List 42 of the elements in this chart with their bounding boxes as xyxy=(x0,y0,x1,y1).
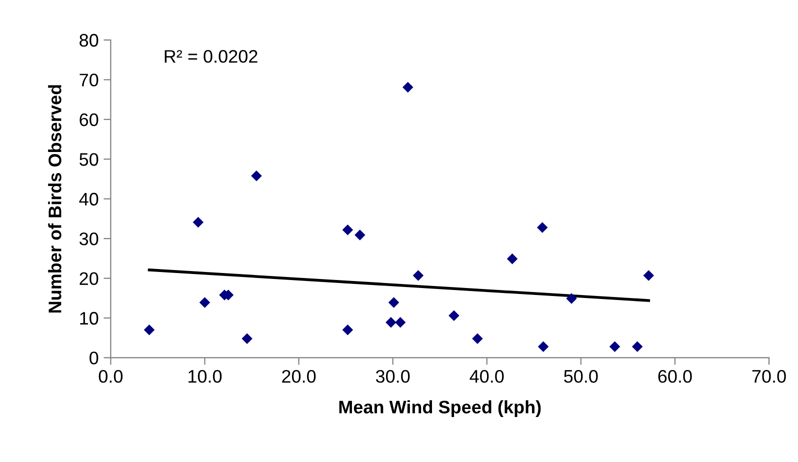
y-tick-label: 70 xyxy=(80,74,98,86)
point xyxy=(538,341,549,352)
point xyxy=(386,316,396,328)
y-axis-title: Number of Birds Observed xyxy=(48,85,62,313)
point xyxy=(388,297,400,308)
point xyxy=(251,170,262,182)
y-tick-label: 80 xyxy=(80,34,98,47)
x-tick-label: 30.0 xyxy=(376,370,410,383)
point xyxy=(192,216,204,228)
point xyxy=(412,270,424,281)
point xyxy=(402,82,414,93)
point xyxy=(472,333,483,344)
annotation: R² = 0.0202 xyxy=(164,50,258,63)
point xyxy=(609,341,620,352)
point xyxy=(354,230,366,240)
x-tick-label: 20.0 xyxy=(282,370,316,383)
y-tick-label: 60 xyxy=(80,113,98,126)
x-tick-label: 10.0 xyxy=(188,370,222,383)
x-tick-label: 60.0 xyxy=(658,370,692,383)
x-axis-title: Mean Wind Speed (kph) xyxy=(339,400,541,418)
x-tick-label: 0.0 xyxy=(98,370,123,383)
point xyxy=(144,324,155,336)
point xyxy=(632,341,643,352)
y-tick-label: 20 xyxy=(80,272,98,285)
point xyxy=(536,222,548,233)
point xyxy=(506,253,518,264)
point xyxy=(394,316,406,328)
point xyxy=(566,293,577,304)
x-tick-label: 50.0 xyxy=(564,370,598,383)
point xyxy=(448,310,460,321)
y-tick-label: 40 xyxy=(79,192,98,206)
y-tick-label: 30 xyxy=(80,232,98,246)
point xyxy=(199,297,210,308)
point xyxy=(242,333,252,344)
x-tick-label: 70.0 xyxy=(752,370,786,383)
x-tick-label: 40.0 xyxy=(470,370,504,383)
point xyxy=(342,324,354,336)
y-tick-label: 10 xyxy=(80,312,98,325)
y-tick-label: 0 xyxy=(90,352,98,364)
y-tick-label: 50 xyxy=(80,153,98,166)
point xyxy=(643,270,654,281)
point xyxy=(342,224,354,236)
